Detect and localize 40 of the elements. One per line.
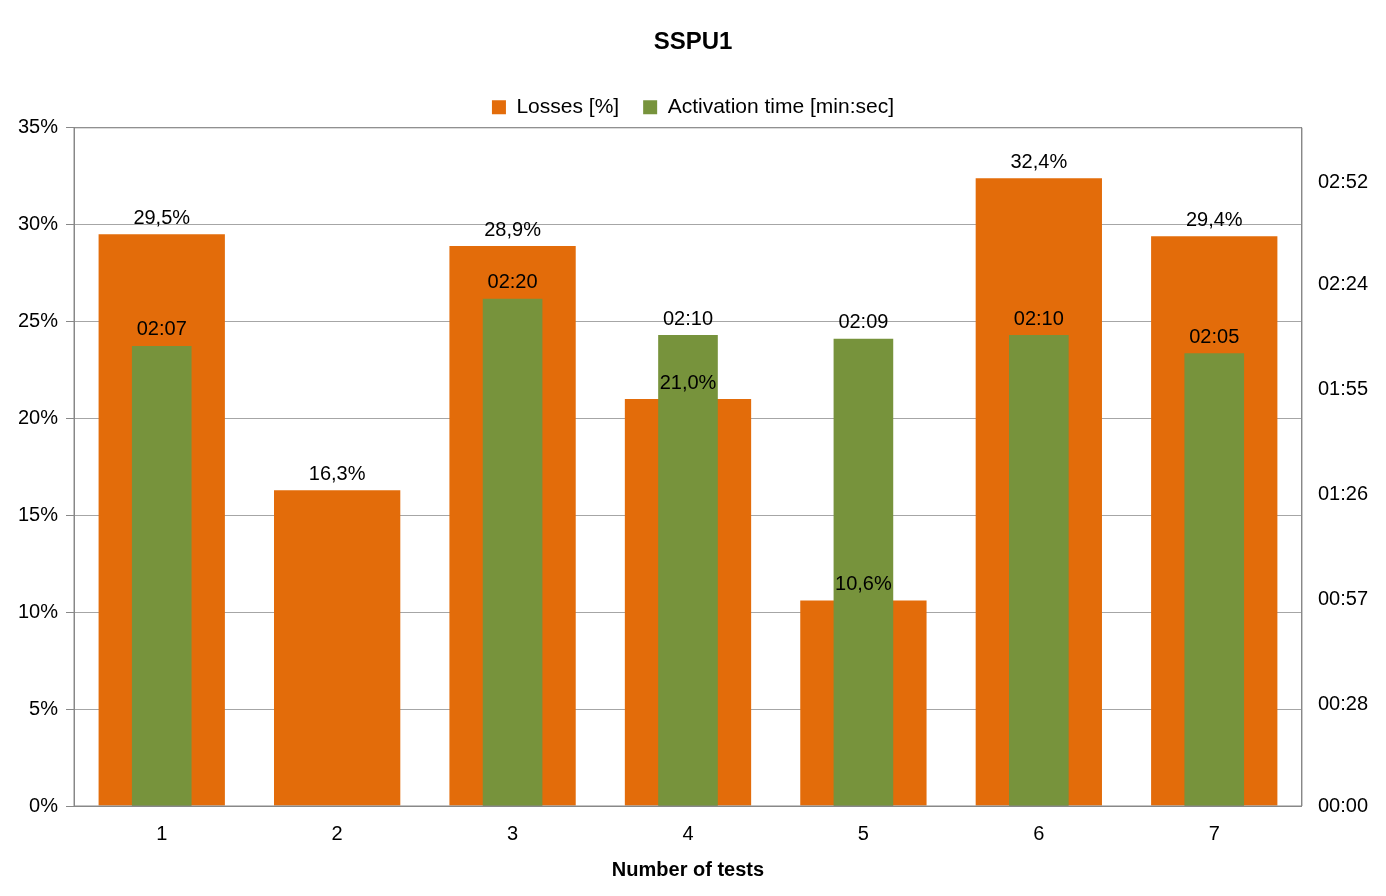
y-tick-label: 20% [18,405,59,428]
x-tick-label: 4 [682,821,694,844]
y-tick-label: 35% [18,115,59,138]
data-label: 02:05 [1189,324,1240,347]
x-axis-title: Number of tests [611,857,765,880]
data-label: 02:07 [136,317,187,340]
data-label: 02:10 [1013,306,1064,329]
y-tick-label: 5% [29,696,59,719]
data-label: 21,0% [659,370,717,393]
y2-tick-label: 00:28 [1317,692,1369,715]
x-tick-label: 1 [156,821,168,844]
y-tick-label: 10% [18,599,59,622]
y2-tick-label: 01:26 [1317,481,1369,504]
data-label: 16,3% [308,461,366,484]
y2-tick-label: 00:00 [1317,793,1369,816]
x-tick-label: 2 [331,821,343,844]
x-tick-label: 3 [507,821,519,844]
y-tick-label: 0% [29,793,59,816]
y2-tick-label: 01:55 [1317,376,1369,399]
y2-tick-label: 02:24 [1317,271,1369,294]
legend-label: Activation time [min:sec] [667,94,895,118]
legend-label: Losses [%] [516,94,620,118]
x-tick-label: 7 [1208,821,1220,844]
data-label: 02:09 [838,310,889,333]
data-label: 29,5% [133,205,191,228]
bar [274,490,401,806]
data-label: 02:10 [662,306,714,329]
data-label: 29,4% [1185,207,1243,230]
data-label: 10,6% [835,572,892,595]
data-label: 32,4% [1010,149,1068,172]
chart-title: SSPU1 [653,27,733,55]
y-tick-label: 30% [18,212,59,235]
x-tick-label: 6 [1033,821,1045,844]
y2-tick-label: 02:52 [1317,170,1369,193]
data-label: 02:20 [487,270,538,293]
y2-tick-label: 00:57 [1317,587,1369,610]
data-label: 28,9% [484,217,542,240]
x-tick-label: 5 [857,821,869,844]
y-tick-label: 25% [18,309,59,332]
y-tick-label: 15% [18,502,59,525]
